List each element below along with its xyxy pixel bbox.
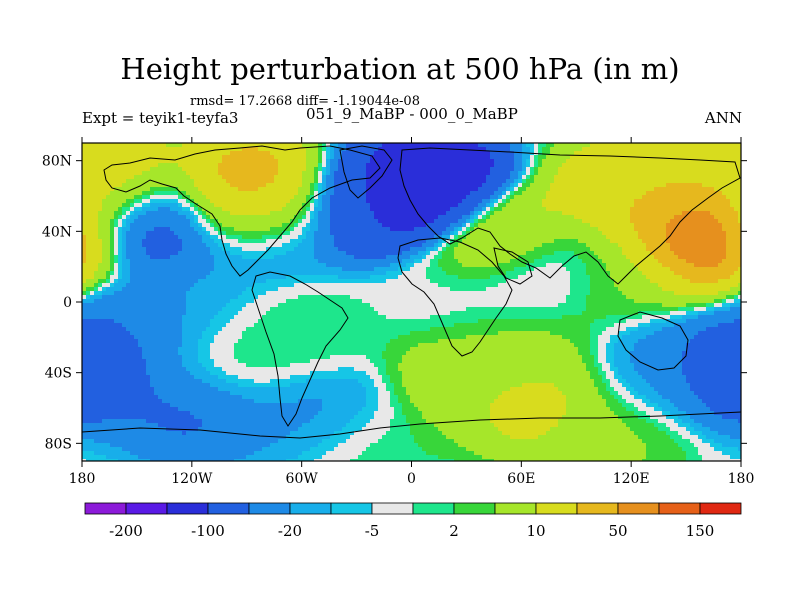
lat-tick-label: 80S (45, 436, 72, 452)
colorbar-swatch (494, 502, 537, 515)
colorbar: -200 -100 -20 -5 2 10 50 150 (84, 502, 742, 540)
colorbar-swatch (166, 502, 209, 515)
colorbar-swatch (371, 502, 414, 515)
colorbar-swatch (330, 502, 373, 515)
colorbar-swatch (576, 502, 619, 515)
colorbar-swatch (248, 502, 291, 515)
colorbar-swatch (535, 502, 578, 515)
colorbar-swatch (617, 502, 660, 515)
colorbar-label: 150 (686, 522, 715, 540)
colorbar-label: -5 (365, 522, 380, 540)
coastlines (82, 145, 741, 439)
colorbar-label: 50 (608, 522, 627, 540)
coastline-africa (397, 237, 513, 357)
period-label: 051_9_MaBP - 000_0_MaBP (306, 105, 518, 123)
colorbar-swatch (125, 502, 168, 515)
colorbar-swatch (658, 502, 701, 515)
coastline-north-america (103, 145, 381, 277)
colorbar-label: -20 (278, 522, 302, 540)
lon-tick-label: 0 (407, 471, 416, 487)
lon-tick-label: 60E (507, 471, 535, 487)
lon-tick-label: 120E (613, 471, 650, 487)
lon-tick-label: 120W (171, 471, 213, 487)
lat-tick-label: 0 (63, 295, 72, 311)
coastline-greenland (339, 145, 393, 199)
colorbar-swatch (84, 502, 127, 515)
colorbar-swatch (699, 502, 742, 515)
colorbar-label: 2 (449, 522, 459, 540)
colorbar-label: 10 (526, 522, 545, 540)
rmsd-stats: rmsd= 17.2668 diff= -1.19044e-08 (190, 94, 420, 109)
colorbar-swatch (289, 502, 332, 515)
experiment-label: Expt = teyik1-teyfa3 (82, 109, 239, 127)
coastline-south-america (251, 271, 349, 427)
coastline-arabia (493, 247, 533, 285)
lon-tick-label: 180 (69, 471, 96, 487)
contour-field (82, 143, 741, 461)
coastline-eurasia (399, 147, 741, 285)
lon-tick-label: 60W (286, 471, 319, 487)
plot-title: Height perturbation at 500 hPa (in m) (120, 52, 680, 86)
lon-tick-label: 180 (728, 471, 755, 487)
colorbar-swatch (412, 502, 455, 515)
colorbar-label: -200 (109, 522, 143, 540)
coastline-australia (617, 311, 689, 371)
lat-tick-label: 40S (45, 366, 72, 382)
colorbar-label: -100 (191, 522, 225, 540)
colorbar-swatch (453, 502, 496, 515)
axis-ticks: 80N 40N 0 40S 80S 180 120W 60W 0 60E 120E 180 (42, 137, 754, 487)
lat-tick-label: 40N (42, 224, 72, 240)
colorbar-swatch (207, 502, 250, 515)
lat-tick-label: 80N (42, 154, 72, 170)
coastline-antarctica (82, 411, 741, 439)
season-label: ANN (704, 109, 742, 127)
